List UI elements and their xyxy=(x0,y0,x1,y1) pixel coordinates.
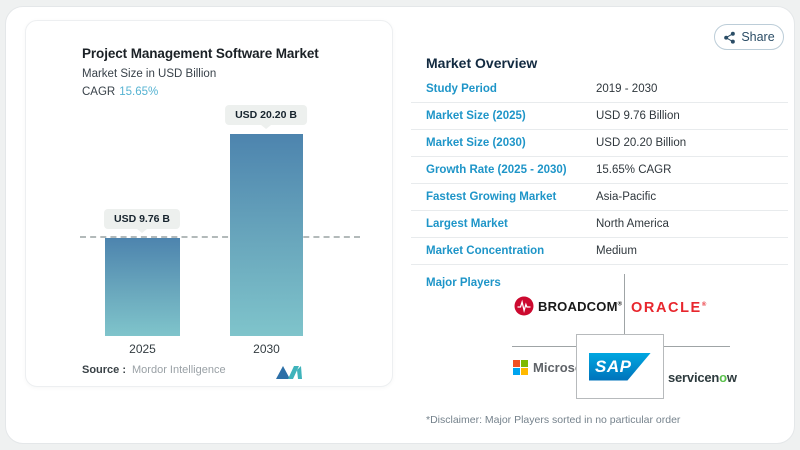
row-value: 15.65% CAGR xyxy=(596,164,672,176)
connector-horizontal-right xyxy=(664,346,730,347)
cagr-value: 15.65% xyxy=(119,86,159,98)
microsoft-squares-icon xyxy=(513,360,528,375)
servicenow-logo: servicenow xyxy=(668,370,737,385)
table-row: Largest Market North America xyxy=(411,211,788,238)
row-value: USD 9.76 Billion xyxy=(596,110,680,122)
table-row: Study Period 2019 - 2030 xyxy=(411,76,788,103)
source-brand: Mordor Intelligence xyxy=(132,364,226,376)
table-row: Market Size (2025) USD 9.76 Billion xyxy=(411,103,788,130)
row-label: Fastest Growing Market xyxy=(426,191,557,203)
chart-title: Project Management Software Market xyxy=(82,46,319,61)
share-label: Share xyxy=(741,30,775,44)
connector-vertical-line xyxy=(624,274,625,346)
table-row: Market Concentration Medium xyxy=(411,238,788,265)
source-row: Source : Mordor Intelligence xyxy=(82,364,226,376)
cagr-label: CAGR xyxy=(82,86,116,98)
servicenow-green-o: o xyxy=(719,370,727,385)
mordor-intelligence-logo-icon xyxy=(276,366,302,379)
bar-value-label-2030: USD 20.20 B xyxy=(225,105,307,125)
table-row: Fastest Growing Market Asia-Pacific xyxy=(411,184,788,211)
sap-wordmark: SAP xyxy=(589,352,651,381)
table-row: Growth Rate (2025 - 2030) 15.65% CAGR xyxy=(411,157,788,184)
oracle-logo: ORACLE® xyxy=(631,300,707,316)
main-card: Share Project Management Software Market… xyxy=(5,6,795,444)
broadcom-wordmark: BROADCOM® xyxy=(538,298,623,314)
x-tick-2030: 2030 xyxy=(253,342,280,356)
chart-card: Project Management Software Market Marke… xyxy=(25,20,393,387)
row-label: Study Period xyxy=(426,83,497,95)
bar-chart: USD 9.76 B USD 20.20 B 2025 2030 xyxy=(80,105,360,356)
broadcom-logo: BROADCOM® xyxy=(514,296,622,316)
overview-table: Study Period 2019 - 2030 Market Size (202… xyxy=(411,76,788,265)
cagr-line: CAGR 15.65% xyxy=(82,86,158,98)
disclaimer-text: *Disclaimer: Major Players sorted in no … xyxy=(426,414,681,426)
major-players-label: Major Players xyxy=(426,277,501,289)
row-value: USD 20.20 Billion xyxy=(596,137,687,149)
bar-2025 xyxy=(105,238,180,336)
table-row: Market Size (2030) USD 20.20 Billion xyxy=(411,130,788,157)
share-icon xyxy=(724,31,736,44)
x-tick-2025: 2025 xyxy=(129,342,156,356)
row-value: Asia-Pacific xyxy=(596,191,657,203)
reference-dashed-line xyxy=(80,236,360,238)
row-label: Market Concentration xyxy=(426,245,545,257)
sap-logo: SAP xyxy=(576,334,664,399)
bar-2030 xyxy=(230,134,303,336)
row-label: Market Size (2030) xyxy=(426,137,526,149)
row-label: Growth Rate (2025 - 2030) xyxy=(426,164,567,176)
bar-value-label-2025: USD 9.76 B xyxy=(103,209,181,229)
connector-horizontal-left xyxy=(512,346,576,347)
broadcom-pulse-icon xyxy=(514,296,534,316)
row-label: Largest Market xyxy=(426,218,508,230)
row-value: North America xyxy=(596,218,669,230)
overview-title: Market Overview xyxy=(426,55,538,71)
source-label: Source : xyxy=(82,364,127,376)
row-value: Medium xyxy=(596,245,637,257)
share-button[interactable]: Share xyxy=(714,24,784,50)
chart-subtitle: Market Size in USD Billion xyxy=(82,68,217,80)
row-value: 2019 - 2030 xyxy=(596,83,658,95)
row-label: Market Size (2025) xyxy=(426,110,526,122)
